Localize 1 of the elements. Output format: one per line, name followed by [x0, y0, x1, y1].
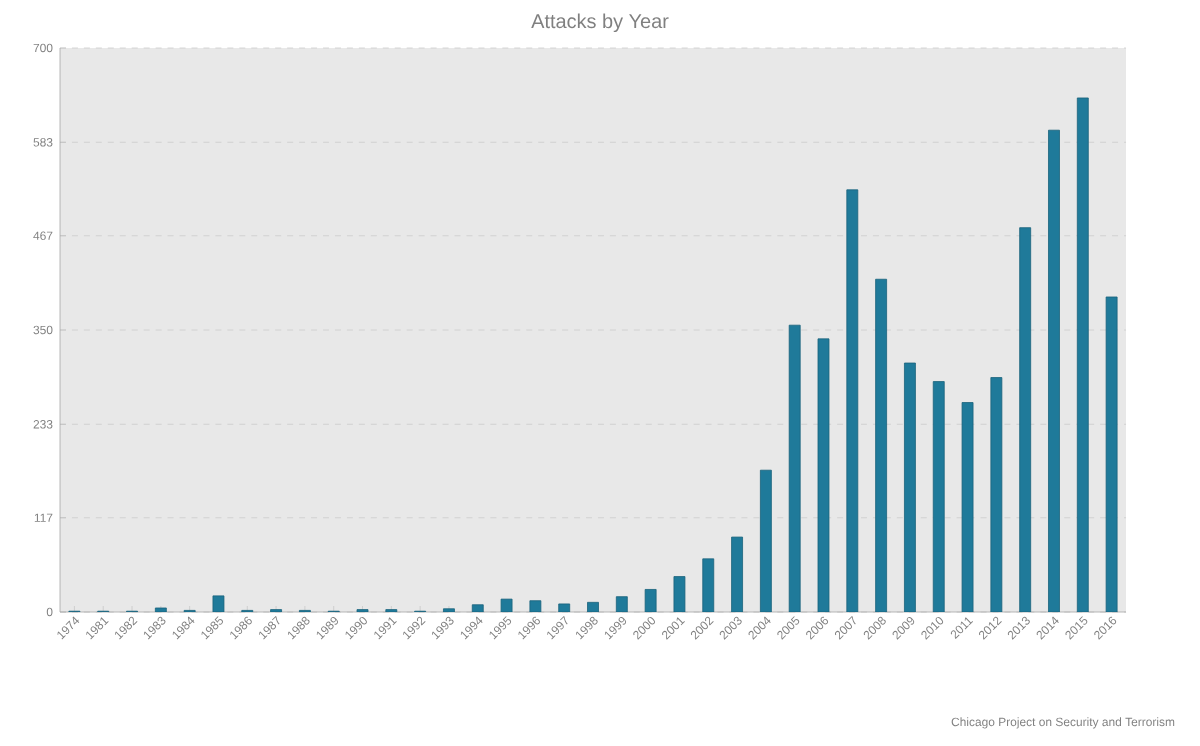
chart-title: Attacks by Year: [531, 13, 669, 33]
